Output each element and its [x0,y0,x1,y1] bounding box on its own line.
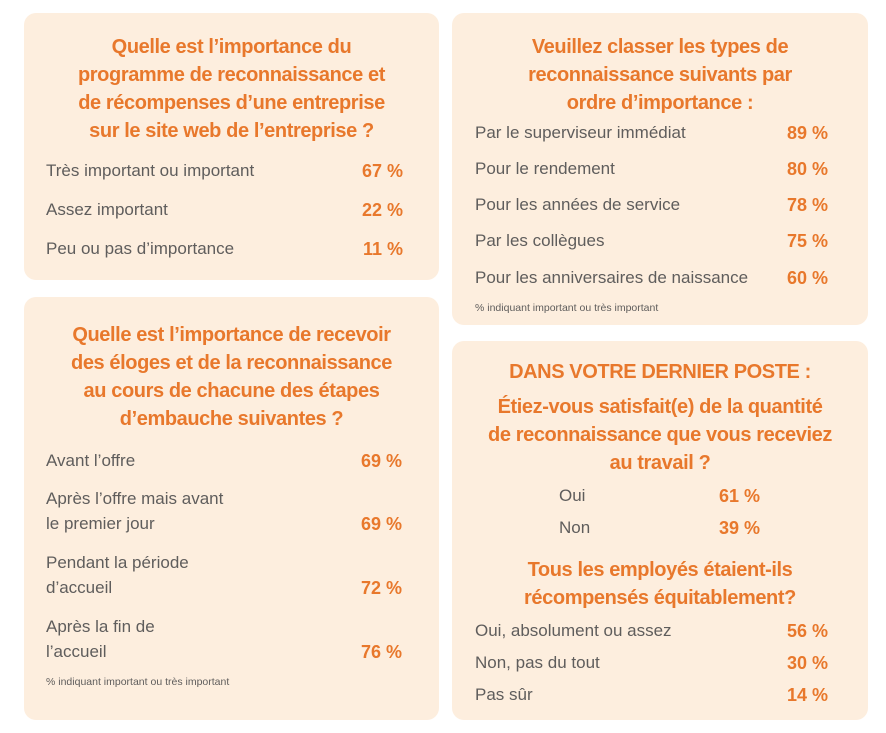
question-line: sur le site web de l’entreprise ? [89,120,374,142]
row-label-continued: le premier jour [46,514,155,533]
question-line: au travail ? [609,452,711,474]
row-value: 61 % [718,486,760,506]
row-label: Peu ou pas d’importance [46,239,235,258]
row-value: 67 % [361,161,403,181]
row-label: Oui [559,486,586,505]
question-line: Veuillez classer les types de [531,36,789,58]
row-value: 80 % [786,159,828,179]
footnote: % indiquant important ou très important [475,302,659,314]
row-label: Après l’offre mais avant [46,489,224,508]
row-label-continued: d’accueil [46,578,113,597]
row-value: 56 % [786,621,828,641]
row-value: 72 % [360,578,402,598]
question-line: reconnaissance suivants par [528,64,792,86]
row-value: 69 % [360,451,402,471]
row-value: 14 % [786,685,828,705]
row-value: 22 % [361,200,403,220]
website-importance-card: Quelle est l’importance du programme de … [24,13,439,280]
row-value: 75 % [786,231,828,251]
row-label: Non, pas du tout [475,653,600,672]
question-title: Quelle est l’importance du programme de … [24,33,439,145]
row-label: Par le superviseur immédiat [475,123,686,142]
row-label: Assez important [46,200,168,219]
row-label: Oui, absolument ou assez [475,621,672,640]
row-value: 69 % [360,514,402,534]
question-line: de reconnaissance que vous receviez [488,424,832,446]
question-line: Quelle est l’importance du [111,36,352,58]
row-value: 89 % [786,123,828,143]
row-label: Non [559,518,591,537]
question-line: de récompenses d’une entreprise [78,92,385,114]
question-line: des éloges et de la reconnaissance [71,352,392,374]
question-line: d’embauche suivantes ? [119,408,344,430]
row-label: Pas sûr [475,685,533,704]
question-line: Étiez-vous satisfait(e) de la quantité [497,396,823,418]
row-value: 60 % [786,268,828,288]
row-value: 11 % [362,239,403,259]
row-label: Pour le rendement [475,159,615,178]
question-line: programme de reconnaissance et [77,64,385,86]
hiring-stages-card: Quelle est l’importance de recevoir des … [24,297,439,720]
footnote: % indiquant important ou très important [46,676,230,688]
question-line: au cours de chacune des étapes [83,380,380,402]
question-line: Quelle est l’importance de recevoir [72,324,391,346]
section-heading: DANS VOTRE DERNIER POSTE : [509,361,811,383]
result-row: Après la fin de l’accueil 76 % [46,615,402,665]
result-row: Pendant la période d’accueil 72 % [46,551,402,601]
row-label: Pendant la période [46,553,189,572]
row-value: 76 % [360,642,402,662]
question-line: Tous les employés étaient-ils [527,559,793,581]
row-value: 30 % [786,653,828,673]
result-row: Avant l’offre 69 % [46,449,402,473]
question-title: Veuillez classer les types de reconnaiss… [452,33,868,117]
row-label: Pour les années de service [475,195,681,214]
result-row: Après l’offre mais avant le premier jour… [46,487,402,537]
question-title: Étiez-vous satisfait(e) de la quantité d… [452,393,868,477]
question-title: Tous les employés étaient-ils récompensé… [452,556,868,612]
row-label-continued: l’accueil [46,642,107,661]
row-value: 39 % [718,518,760,538]
last-job-card: DANS VOTRE DERNIER POSTE : Étiez-vous sa… [452,341,868,720]
row-label: Avant l’offre [46,451,136,470]
row-label: Très important ou important [46,161,255,180]
question-title: Quelle est l’importance de recevoir des … [24,321,439,433]
recognition-ranking-card: Veuillez classer les types de reconnaiss… [452,13,868,325]
question-line: récompensés équitablement? [524,587,796,609]
row-label: Après la fin de [46,617,155,636]
row-label: Par les collègues [475,231,605,250]
question-line: ordre d’importance : [566,92,754,114]
row-label: Pour les anniversaires de naissance [475,268,749,287]
row-value: 78 % [786,195,828,215]
